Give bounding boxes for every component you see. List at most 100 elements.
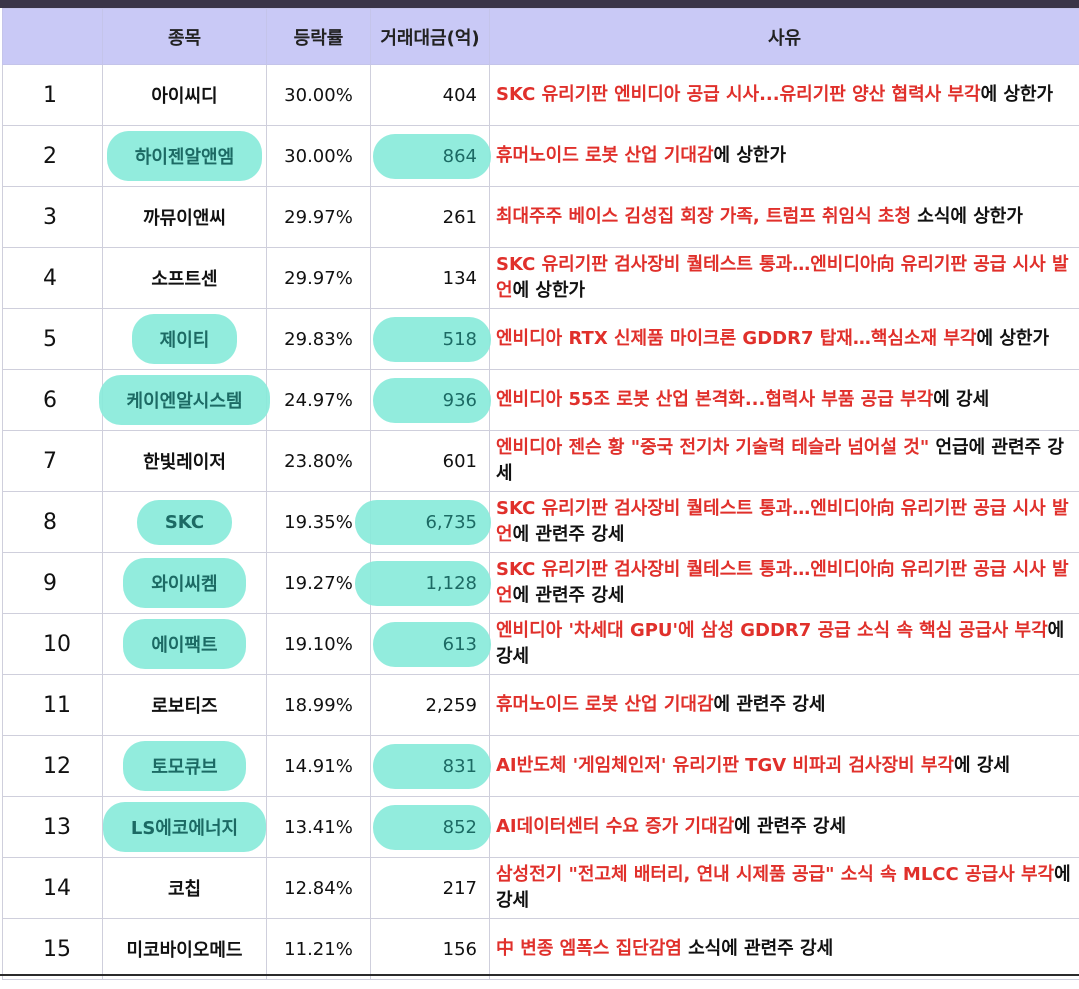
stock-name: 까뮤이앤씨: [143, 208, 226, 229]
amount-value: 217: [442, 877, 477, 899]
header-reason: 사유: [489, 8, 1079, 65]
reason-suffix: 에 강세: [496, 864, 1071, 911]
table-row: 9 와이씨켐 19.27% 1,128 SKC 유리기판 검사장비 퀄테스트 통과…엔비…: [2, 552, 1079, 614]
reason-suffix: 에 상한가: [713, 145, 787, 166]
stock-name: 에이팩트: [123, 619, 246, 669]
rank-cell: 11: [2, 674, 103, 736]
rank-cell: 6: [2, 369, 103, 431]
table-row: 2 하이젠알앤엠 30.00% 864 휴머노이드 로봇 산업 기대감에 상한가: [2, 125, 1079, 187]
rank-cell: 3: [2, 186, 103, 248]
rank-cell: 5: [2, 308, 103, 370]
reason-suffix: 에 관련주 강세: [734, 816, 847, 837]
table-row: 3 까뮤이앤씨 29.97% 261 최대주주 베이스 김성집 회장 가족, 트럼프 취…: [2, 186, 1079, 248]
amount-cell: 613: [370, 613, 492, 675]
rank-cell: 8: [2, 491, 103, 553]
table-row: 4 소프트센 29.97% 134 SKC 유리기판 검사장비 퀄테스트 통과…엔비디아…: [2, 247, 1079, 309]
amount-value: 936: [371, 377, 492, 423]
table-row: 10 에이팩트 19.10% 613 엔비디아 '차세대 GPU'에 삼성 GDDR7 …: [2, 613, 1079, 675]
stock-name-cell: 에이팩트: [102, 613, 267, 675]
reason-suffix: 에 상한가: [980, 84, 1054, 105]
stock-name: 케이엔알시스템: [98, 375, 271, 425]
amount-cell: 156: [370, 918, 490, 980]
rate-cell: 24.97%: [266, 369, 371, 431]
table-body: 1 아이씨디 30.00% 404 SKC 유리기판 엔비디아 공급 시사...유리기판…: [2, 64, 1079, 980]
header-rank: [2, 8, 103, 65]
header-rate: 등락률: [266, 8, 371, 65]
reason-headline: 中 변종 엠폭스 집단감염: [496, 938, 682, 959]
amount-cell: 404: [370, 64, 490, 126]
rank-cell: 4: [2, 247, 103, 309]
stock-name-cell: 토모큐브: [102, 735, 267, 797]
stock-name: 하이젠알앤엠: [106, 131, 263, 181]
reason-cell: 엔비디아 젠슨 황 "중국 전기차 기술력 테슬라 넘어설 것" 언급에 관련주…: [489, 430, 1079, 492]
reason-headline: 휴머노이드 로봇 산업 기대감: [496, 694, 714, 715]
reason-headline: 엔비디아 55조 로봇 산업 본격화...협력사 부품 공급 부각: [496, 389, 934, 410]
amount-value: 2,259: [425, 694, 477, 716]
header-name: 종목: [102, 8, 267, 65]
rate-cell: 19.10%: [266, 613, 371, 675]
reason-cell: 삼성전기 "전고체 배터리, 연내 시제품 공급" 소식 속 MLCC 공급사 …: [489, 857, 1079, 919]
amount-value: 613: [371, 621, 492, 667]
header-amount: 거래대금(억): [370, 8, 490, 65]
stock-name: 토모큐브: [123, 741, 246, 791]
reason-headline: SKC 유리기판 엔비디아 공급 시사...유리기판 양산 협력사 부각: [496, 84, 981, 105]
rate-cell: 11.21%: [266, 918, 371, 980]
amount-cell: 518: [370, 308, 492, 370]
rate-cell: 18.99%: [266, 674, 371, 736]
rate-cell: 29.83%: [266, 308, 371, 370]
stock-name: 한빛레이저: [143, 452, 226, 473]
table-row: 12 토모큐브 14.91% 831 AI반도체 '게임체인저' 유리기판 TGV 비파…: [2, 735, 1079, 797]
stock-name-cell: 소프트센: [102, 247, 267, 309]
rank-cell: 14: [2, 857, 103, 919]
amount-value: 518: [371, 316, 492, 362]
reason-suffix: 에 관련주 강세: [512, 585, 625, 606]
amount-value: 156: [442, 938, 477, 960]
reason-headline: AI반도체 '게임체인저' 유리기판 TGV 비파괴 검사장비 부각: [496, 755, 954, 776]
reason-suffix: 소식에 관련주 강세: [681, 938, 834, 959]
reason-suffix: 에 상한가: [512, 280, 586, 301]
table-row: 15 미코바이오메드 11.21% 156 中 변종 엠폭스 집단감염 소식에 관련주 …: [2, 918, 1079, 980]
stock-name: 소프트센: [151, 269, 218, 290]
table-row: 1 아이씨디 30.00% 404 SKC 유리기판 엔비디아 공급 시사...유리기판…: [2, 64, 1079, 126]
stock-name: SKC: [136, 499, 233, 545]
stock-name-cell: 하이젠알앤엠: [102, 125, 267, 187]
reason-headline: 엔비디아 젠슨 황 "중국 전기차 기술력 테슬라 넘어설 것": [496, 437, 930, 458]
rate-cell: 14.91%: [266, 735, 371, 797]
stock-name-cell: 로보티즈: [102, 674, 267, 736]
reason-headline: SKC 유리기판 검사장비 퀄테스트 통과…엔비디아向 유리기판 공급 시사 발…: [496, 498, 1069, 545]
reason-cell: 최대주주 베이스 김성집 회장 가족, 트럼프 취임식 초청 소식에 상한가: [489, 186, 1079, 248]
reason-headline: 엔비디아 RTX 신제품 마이크론 GDDR7 탑재…핵심소재 부각: [496, 328, 977, 349]
amount-value: 852: [371, 804, 492, 850]
rank-cell: 1: [2, 64, 103, 126]
reason-cell: 엔비디아 55조 로봇 산업 본격화...협력사 부품 공급 부각에 강세: [489, 369, 1079, 431]
stock-name: 로보티즈: [151, 696, 218, 717]
stock-name-cell: 코칩: [102, 857, 267, 919]
stock-name: 와이씨켐: [123, 558, 246, 608]
reason-cell: 휴머노이드 로봇 산업 기대감에 상한가: [489, 125, 1079, 187]
reason-suffix: 에 강세: [496, 620, 1065, 667]
stock-name-cell: 까뮤이앤씨: [102, 186, 267, 248]
rank-cell: 12: [2, 735, 103, 797]
stock-name-cell: 케이엔알시스템: [98, 369, 271, 431]
reason-suffix: 에 강세: [954, 755, 1010, 776]
table-row: 14 코칩 12.84% 217 삼성전기 "전고체 배터리, 연내 시제품 공급" 소…: [2, 857, 1079, 919]
table-row: 13 LS에코에너지 13.41% 852 AI데이터센터 수요 증가 기대감에 관련주…: [2, 796, 1079, 858]
stock-name-cell: 제이티: [102, 308, 267, 370]
reason-headline: SKC 유리기판 검사장비 퀄테스트 통과…엔비디아向 유리기판 공급 시사 발…: [496, 559, 1069, 606]
stock-name: 미코바이오메드: [126, 940, 243, 961]
stock-name: LS에코에너지: [102, 802, 267, 852]
stock-name: 아이씨디: [151, 86, 218, 107]
stock-name-cell: 아이씨디: [102, 64, 267, 126]
rate-cell: 13.41%: [266, 796, 371, 858]
reason-headline: SKC 유리기판 검사장비 퀄테스트 통과…엔비디아向 유리기판 공급 시사 발…: [496, 254, 1069, 301]
rate-cell: 23.80%: [266, 430, 371, 492]
amount-cell: 864: [370, 125, 492, 187]
reason-suffix: 소식에 상한가: [911, 206, 1023, 227]
reason-cell: 휴머노이드 로봇 산업 기대감에 관련주 강세: [489, 674, 1079, 736]
table-row: 6 케이엔알시스템 24.97% 936 엔비디아 55조 로봇 산업 본격화...협력…: [2, 369, 1079, 431]
reason-cell: SKC 유리기판 엔비디아 공급 시사...유리기판 양산 협력사 부각에 상한…: [489, 64, 1079, 126]
table-row: 8 SKC 19.35% 6,735 SKC 유리기판 검사장비 퀄테스트 통과…엔비디…: [2, 491, 1079, 553]
amount-value: 601: [442, 450, 477, 472]
amount-cell: 852: [370, 796, 492, 858]
reason-suffix: 에 관련주 강세: [512, 524, 625, 545]
